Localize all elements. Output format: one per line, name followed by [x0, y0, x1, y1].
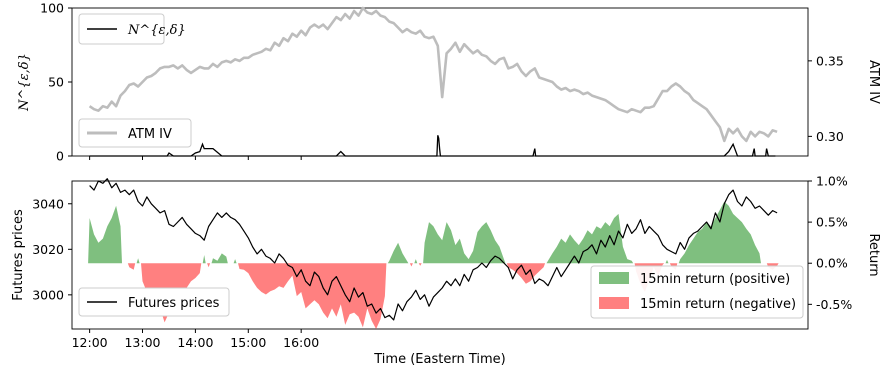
atm-iv-line [88, 6, 778, 143]
bottom-left-tick-label: 3020 [32, 242, 64, 257]
top-right-tick-label: 0.30 [816, 129, 844, 144]
legend-iv-label: ATM IV [128, 127, 172, 142]
bottom-left-ylabel: Futures prices [11, 209, 26, 301]
top-ticks: 0 50 100 0.30 0.35 [40, 1, 844, 164]
n-epsilon-delta-line [89, 135, 776, 157]
return-positive-area [88, 201, 762, 264]
bottom-left-tick-label: 3040 [32, 196, 64, 211]
legend-positive-swatch [599, 272, 629, 284]
bottom-right-ylabel: Return [866, 233, 881, 276]
legend-price: Futures prices [78, 287, 230, 317]
legend-n-label: N^{ε,δ} [127, 23, 186, 38]
bottom-axes-frame [71, 180, 809, 330]
bottom-x-tick-label: 13:00 [124, 335, 160, 350]
top-left-tick-label: 50 [48, 75, 64, 90]
bottom-return-areas [88, 201, 779, 329]
legend-n-box [78, 13, 165, 45]
bottom-ticks: 3000 3020 3040 -0.5% 0.0% 0.5% 1.0% 12:00 13:00 1… [32, 174, 852, 351]
top-left-tick-label: 100 [40, 1, 64, 16]
bottom-left-tick-label: 3000 [32, 287, 64, 302]
legend-negative-swatch [599, 297, 629, 309]
legend-n: N^{ε,δ} [78, 13, 186, 45]
legend-iv: ATM IV [78, 118, 192, 148]
bottom-x-tick-label: 16:00 [283, 335, 319, 350]
futures-price-line [89, 178, 778, 321]
legend-negative-label: 15min return (negative) [640, 297, 796, 312]
legend-positive-label: 15min return (positive) [640, 272, 790, 287]
top-n-series [89, 135, 776, 157]
return-negative-area [127, 263, 779, 329]
bottom-panel: 3000 3020 3040 -0.5% 0.0% 0.5% 1.0% 12:00 13:00 1… [11, 174, 881, 368]
bottom-right-tick-label: 0.0% [816, 256, 848, 271]
bottom-right-tick-label: -0.5% [816, 297, 852, 312]
bottom-right-tick-label: 1.0% [816, 174, 848, 189]
bottom-x-tick-label: 14:00 [177, 335, 213, 350]
top-left-tick-label: 0 [56, 149, 64, 164]
legend-returns: 15min return (positive) 15min return (ne… [590, 265, 804, 319]
top-panel: 0 50 100 0.30 0.35 N^{ε,δ} ATM IV N^{ε,δ} AT… [17, 1, 881, 164]
top-right-ylabel: ATM IV [866, 60, 881, 104]
legend-iv-box [78, 118, 192, 148]
bottom-x-tick-label: 12:00 [72, 335, 108, 350]
top-left-ylabel: N^{ε,δ} [17, 53, 32, 112]
bottom-right-tick-label: 0.5% [816, 215, 848, 230]
bottom-x-tick-label: 15:00 [230, 335, 266, 350]
top-iv-series [88, 6, 778, 143]
legend-returns-box [590, 265, 804, 319]
legend-price-label: Futures prices [128, 296, 220, 311]
bottom-xlabel: Time (Eastern Time) [373, 352, 505, 367]
legend-price-box [78, 287, 230, 317]
bottom-price-series [89, 178, 778, 321]
top-right-tick-label: 0.35 [816, 53, 844, 68]
